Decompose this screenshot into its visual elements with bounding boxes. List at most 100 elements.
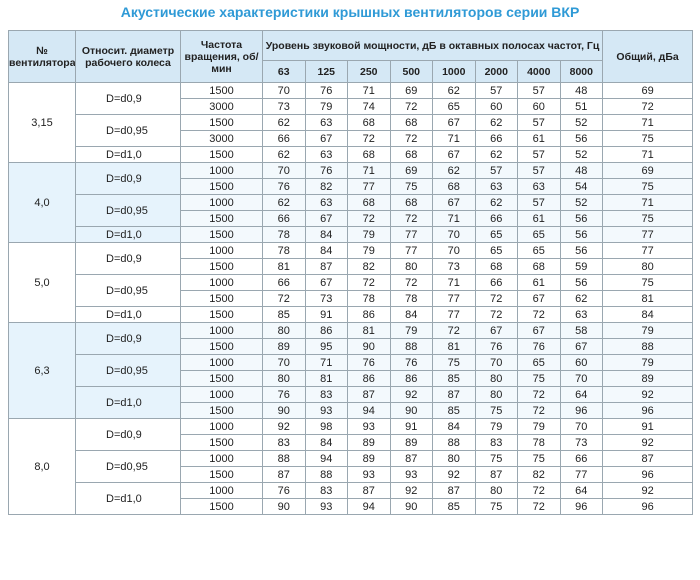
- speed-cell: 1500: [180, 178, 263, 195]
- total-cell: 87: [602, 450, 694, 467]
- level-cell: 67: [304, 274, 348, 291]
- level-cell: 76: [262, 178, 306, 195]
- level-cell: 76: [347, 354, 391, 371]
- level-cell: 90: [262, 498, 306, 515]
- level-cell: 81: [304, 370, 348, 387]
- table-head: № вентилятора Относит. диаметр рабочего …: [8, 30, 694, 83]
- speed-cell: 1500: [180, 370, 263, 387]
- level-cell: 77: [432, 290, 476, 307]
- fan-cell: 6,3: [8, 322, 76, 419]
- level-cell: 75: [474, 498, 518, 515]
- level-cell: 82: [347, 258, 391, 275]
- level-cell: 62: [474, 194, 518, 211]
- level-cell: 57: [517, 162, 561, 179]
- level-cell: 85: [262, 306, 306, 323]
- level-cell: 77: [389, 226, 433, 243]
- level-cell: 65: [517, 242, 561, 259]
- level-cell: 57: [474, 162, 518, 179]
- diameter-cell: D=d0,95: [75, 450, 181, 483]
- level-cell: 72: [517, 386, 561, 403]
- level-cell: 67: [432, 114, 476, 131]
- level-cell: 89: [347, 434, 391, 451]
- speed-cell: 1000: [180, 322, 263, 339]
- band-header: 8000: [559, 60, 604, 83]
- total-cell: 75: [602, 274, 694, 291]
- level-cell: 87: [432, 482, 476, 499]
- total-cell: 71: [602, 146, 694, 163]
- level-cell: 72: [389, 130, 433, 147]
- table-row: 3,15 D=d0,9 1500 70 76 71 69 62 57 57 48 69: [8, 82, 694, 163]
- level-cell: 67: [474, 322, 518, 339]
- level-cell: 61: [517, 130, 561, 147]
- table-row: 5,0 D=d0,9 1000 78 84 79 77 70 65 65 56 77: [8, 242, 694, 323]
- level-cell: 59: [559, 258, 604, 275]
- diameter-cell: D=d0,9: [75, 162, 181, 195]
- level-cell: 71: [432, 274, 476, 291]
- diameter-cell: D=d1,0: [75, 226, 181, 243]
- speed-cell: 1000: [180, 162, 263, 179]
- level-cell: 75: [474, 450, 518, 467]
- level-cell: 85: [432, 498, 476, 515]
- diameter-cell: D=d1,0: [75, 482, 181, 515]
- speed-cell: 1500: [180, 402, 263, 419]
- level-cell: 72: [389, 274, 433, 291]
- band-header: 125: [304, 60, 348, 83]
- header-row: 63 125 250 500 1000 2000 4000 8000: [9, 60, 693, 83]
- level-cell: 54: [559, 178, 604, 195]
- total-cell: 92: [602, 482, 694, 499]
- level-cell: 72: [517, 498, 561, 515]
- table-body: 3,15 D=d0,9 1500 70 76 71 69 62 57 57 48 69 3000 73 79…: [8, 82, 694, 515]
- level-cell: 68: [389, 194, 433, 211]
- level-cell: 73: [262, 98, 306, 115]
- level-cell: 62: [262, 114, 306, 131]
- total-cell: 72: [602, 98, 694, 115]
- level-cell: 72: [517, 402, 561, 419]
- total-cell: 77: [602, 242, 694, 259]
- level-cell: 93: [304, 498, 348, 515]
- level-cell: 76: [262, 386, 306, 403]
- level-cell: 67: [432, 146, 476, 163]
- level-cell: 93: [304, 402, 348, 419]
- table-row: D=d1,0 1500 62 63 68 68 67 62 57 52 71: [9, 146, 694, 163]
- level-cell: 89: [262, 338, 306, 355]
- total-cell: 71: [602, 114, 694, 131]
- speed-cell: 1500: [180, 338, 263, 355]
- diameter-cell: D=d0,95: [75, 354, 181, 387]
- level-cell: 82: [517, 466, 561, 483]
- total-cell: 81: [602, 290, 694, 307]
- level-cell: 85: [432, 402, 476, 419]
- level-cell: 86: [347, 370, 391, 387]
- speed-cell: 1500: [180, 290, 263, 307]
- level-cell: 57: [517, 194, 561, 211]
- level-cell: 60: [517, 98, 561, 115]
- level-cell: 93: [347, 418, 391, 435]
- level-cell: 86: [304, 322, 348, 339]
- level-cell: 83: [304, 482, 348, 499]
- level-cell: 65: [517, 354, 561, 371]
- level-cell: 76: [474, 338, 518, 355]
- level-cell: 79: [517, 418, 561, 435]
- diameter-cell: D=d0,9: [75, 82, 181, 115]
- level-cell: 65: [474, 226, 518, 243]
- table-row: D=d1,0 1000 76 83 87 92 87 80 72 64 92: [9, 482, 694, 515]
- level-cell: 66: [262, 210, 306, 227]
- level-cell: 86: [347, 306, 391, 323]
- level-cell: 96: [559, 498, 604, 515]
- level-cell: 67: [559, 338, 604, 355]
- level-cell: 68: [389, 146, 433, 163]
- level-cell: 62: [432, 82, 476, 99]
- fan-cell: 4,0: [8, 162, 76, 243]
- table-row: 1500 83 84 89 89 88 83 78 73 92: [9, 434, 694, 451]
- table-row: D=d0,95 1000 62 63 68 68 67 62 57 52 71: [9, 194, 694, 227]
- level-cell: 79: [304, 98, 348, 115]
- level-cell: 66: [559, 450, 604, 467]
- level-cell: 87: [474, 466, 518, 483]
- level-cell: 65: [474, 242, 518, 259]
- level-cell: 87: [262, 466, 306, 483]
- speed-cell: 1500: [180, 82, 263, 99]
- level-cell: 71: [347, 82, 391, 99]
- header-cell: № вентилятора: [8, 30, 76, 83]
- total-cell: 79: [602, 322, 694, 339]
- table-row: D=d1,0 1000 76 83 87 92 87 80 72 64 92: [9, 386, 694, 419]
- level-cell: 92: [262, 418, 306, 435]
